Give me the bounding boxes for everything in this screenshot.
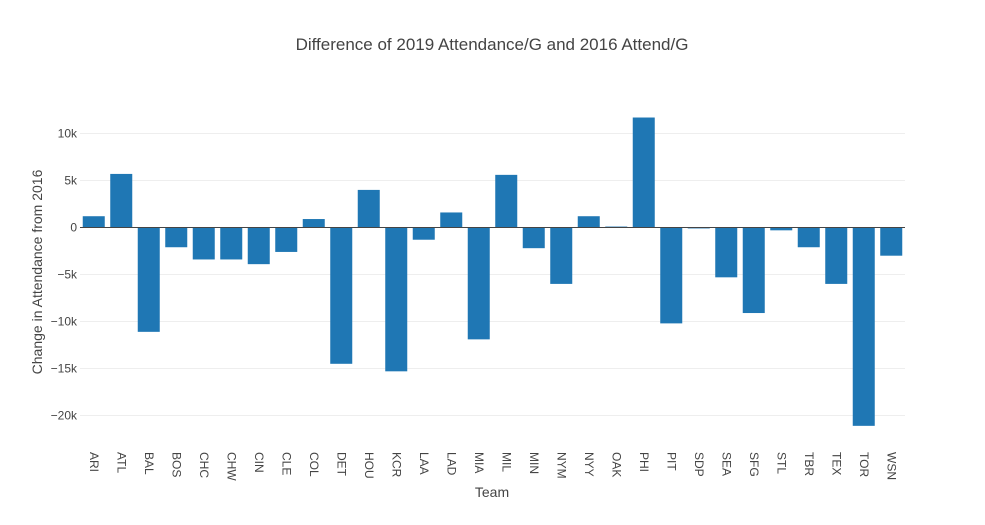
bar-nym[interactable]	[550, 227, 573, 284]
chart-title: Difference of 2019 Attendance/G and 2016…	[296, 35, 689, 54]
x-tick-label: ARI	[87, 452, 101, 472]
y-tick-label: −10k	[51, 315, 78, 329]
bar-pit[interactable]	[660, 227, 683, 324]
x-tick-label: SFG	[747, 452, 761, 477]
bar-mia[interactable]	[467, 227, 490, 340]
bar-col[interactable]	[302, 219, 325, 228]
y-tick-label: 10k	[58, 127, 78, 141]
x-tick-label: HOU	[362, 452, 376, 479]
bar-sfg[interactable]	[742, 227, 765, 314]
bar-wsn[interactable]	[880, 227, 903, 256]
bar-tex[interactable]	[825, 227, 848, 284]
x-tick-label: MIN	[527, 452, 541, 474]
x-tick-label: CIN	[252, 452, 266, 473]
y-tick-label: −5k	[57, 268, 78, 282]
x-tick-label: CLE	[279, 452, 293, 475]
x-tick-label: ATL	[114, 452, 128, 473]
x-tick-label: OAK	[609, 452, 623, 477]
bars	[82, 117, 903, 426]
bar-atl[interactable]	[110, 173, 133, 228]
bar-min[interactable]	[522, 227, 545, 249]
x-tick-label: LAA	[417, 452, 431, 475]
bar-kcr[interactable]	[385, 227, 408, 372]
x-tick-labels: ARI ATL BAL BOS CHC CHW CIN CLE COL DET HOU KCR LAA L…	[87, 452, 899, 481]
x-tick-label: LAD	[444, 452, 458, 476]
bar-tor[interactable]	[852, 227, 875, 426]
x-tick-label: SEA	[719, 452, 733, 476]
y-tick-labels: 10k 5k 0 −5k −10k −15k −20k	[51, 127, 78, 423]
x-tick-label: MIA	[472, 452, 486, 473]
bar-lad[interactable]	[440, 212, 463, 228]
y-tick-label: −15k	[51, 362, 78, 376]
x-axis-title: Team	[475, 484, 509, 500]
bar-cin[interactable]	[247, 227, 270, 265]
x-tick-label: PHI	[637, 452, 651, 472]
bar-mil[interactable]	[495, 174, 518, 228]
bar-nyy[interactable]	[577, 216, 600, 228]
x-tick-label: NYY	[582, 452, 596, 477]
bar-tbr[interactable]	[797, 227, 820, 248]
y-tick-label: −20k	[51, 409, 78, 423]
x-tick-label: COL	[307, 452, 321, 477]
x-tick-label: BOS	[169, 452, 183, 477]
y-tick-label: 0	[70, 221, 77, 235]
x-tick-label: SDP	[692, 452, 706, 477]
bar-bal[interactable]	[137, 227, 160, 332]
x-tick-label: CHW	[224, 452, 238, 481]
bar-stl[interactable]	[770, 227, 793, 231]
bar-chc[interactable]	[192, 227, 215, 260]
x-tick-label: WSN	[884, 452, 898, 480]
bar-cle[interactable]	[275, 227, 298, 252]
y-tick-label: 5k	[64, 174, 78, 188]
bar-laa[interactable]	[412, 227, 435, 240]
x-tick-label: TOR	[857, 452, 871, 477]
x-tick-label: CHC	[197, 452, 211, 478]
gridlines	[80, 133, 905, 416]
x-tick-label: NYM	[554, 452, 568, 479]
x-tick-label: DET	[334, 452, 348, 477]
bar-hou[interactable]	[357, 189, 380, 228]
y-axis-title: Change in Attendance from 2016	[29, 169, 45, 374]
x-tick-label: KCR	[389, 452, 403, 478]
bar-ari[interactable]	[82, 216, 105, 228]
bar-phi[interactable]	[632, 117, 655, 228]
bar-sea[interactable]	[715, 227, 738, 278]
x-tick-label: BAL	[142, 452, 156, 475]
x-tick-label: TEX	[829, 452, 843, 475]
x-tick-label: TBR	[802, 452, 816, 476]
bar-bos[interactable]	[165, 227, 188, 248]
bar-chw[interactable]	[220, 227, 243, 260]
bar-det[interactable]	[330, 227, 353, 364]
x-tick-label: PIT	[664, 452, 678, 471]
x-tick-label: STL	[774, 452, 788, 474]
x-tick-label: MIL	[499, 452, 513, 472]
